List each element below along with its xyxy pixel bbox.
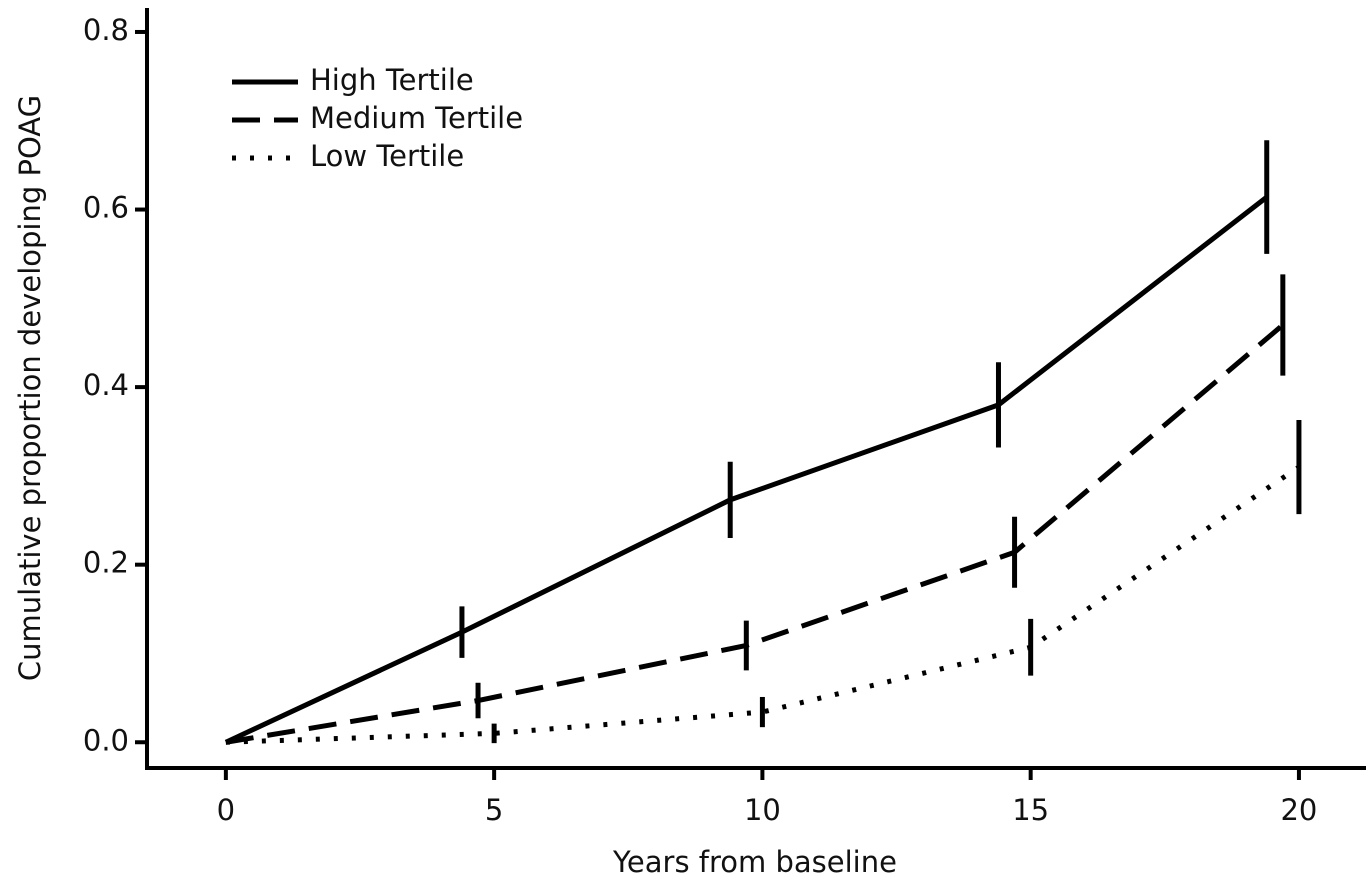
y-tick-label: 0.6	[83, 191, 129, 225]
y-tick-label: 0.0	[83, 723, 129, 757]
legend-label: Medium Tertile	[310, 101, 523, 135]
x-tick-label: 5	[485, 793, 503, 827]
y-tick-label: 0.4	[83, 368, 129, 402]
y-tick-label: 0.2	[83, 546, 129, 580]
legend-label: Low Tertile	[310, 139, 464, 173]
x-axis-label: Years from baseline	[612, 845, 897, 879]
x-tick-label: 0	[217, 793, 235, 827]
legend-label: High Tertile	[310, 63, 474, 97]
y-tick-label: 0.8	[83, 13, 129, 47]
y-axis-label: Cumulative proportion developing POAG	[13, 95, 47, 681]
x-tick-label: 20	[1280, 793, 1317, 827]
x-tick-label: 15	[1012, 793, 1049, 827]
series-line	[225, 323, 1285, 745]
series-line	[225, 464, 1301, 745]
x-tick-label: 10	[744, 793, 781, 827]
